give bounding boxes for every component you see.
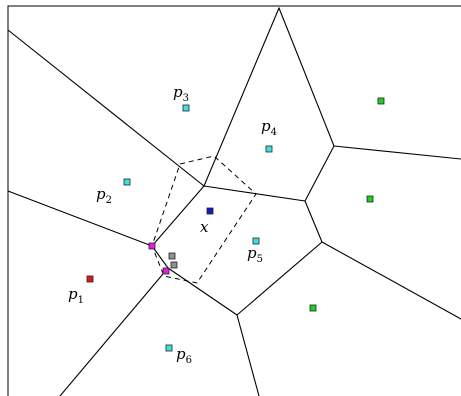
- plot-frame: [7, 5, 461, 396]
- label-x: x: [200, 218, 209, 236]
- label-p5: p5: [247, 244, 263, 265]
- site-p5: [252, 237, 260, 245]
- voronoi-edge: [167, 267, 238, 316]
- voronoi-edge: [304, 145, 335, 202]
- site-p6: [165, 344, 173, 352]
- label-p4: p4: [261, 117, 277, 138]
- voronoi-edge: [236, 241, 323, 316]
- site-green-3: [309, 304, 317, 312]
- voronoi-edge: [304, 200, 323, 243]
- voronoi-edge: [278, 7, 335, 147]
- voronoi-edge: [203, 7, 280, 187]
- site-magenta-2: [162, 267, 170, 275]
- voronoi-edge: [203, 185, 306, 202]
- voronoi-edge: [236, 314, 260, 396]
- voronoi-edges: [7, 7, 461, 396]
- voronoi-edge: [7, 190, 153, 247]
- site-green-2: [366, 195, 374, 203]
- site-gray-2: [170, 261, 178, 269]
- labels: p1 p2 p3 p4 p5 p6 x: [68, 83, 277, 366]
- voronoi-edge: [151, 245, 169, 269]
- site-p2: [123, 178, 131, 186]
- label-p3: p3: [173, 83, 189, 104]
- site-p4: [265, 145, 273, 153]
- label-p2: p2: [96, 185, 112, 206]
- sites: [86, 97, 385, 352]
- site-x: [206, 207, 214, 215]
- voronoi-edge: [321, 241, 461, 320]
- voronoi-edge: [333, 145, 461, 160]
- site-p1: [86, 275, 94, 283]
- site-p3: [182, 104, 190, 112]
- voronoi-edge: [151, 185, 205, 247]
- voronoi-edge: [7, 29, 205, 187]
- voronoi-edge: [59, 267, 169, 396]
- label-p6: p6: [176, 345, 192, 366]
- label-p1: p1: [68, 285, 84, 306]
- site-gray-1: [168, 252, 176, 260]
- site-magenta-1: [148, 242, 156, 250]
- site-green-1: [377, 97, 385, 105]
